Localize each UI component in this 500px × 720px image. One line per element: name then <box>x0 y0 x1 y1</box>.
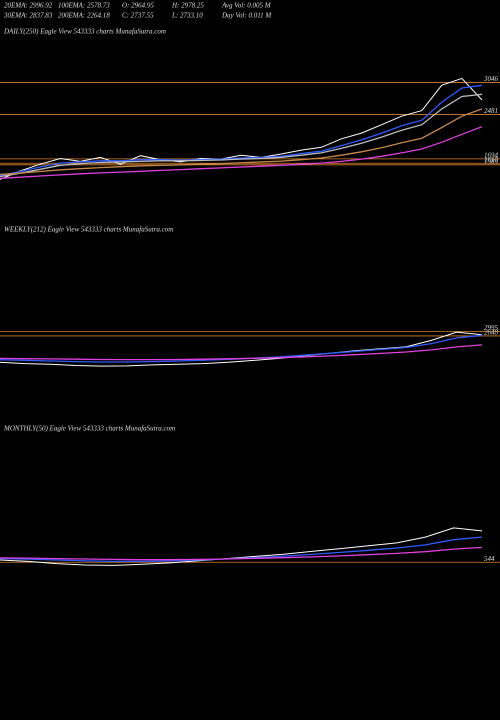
header-stat: 200EMA: 2264.18 <box>58 12 110 20</box>
level-label: 1589 <box>484 157 499 165</box>
header-stat: O: 2964.95 <box>122 2 154 10</box>
header-stat: 20EMA: 2996.92 <box>4 2 53 10</box>
price-line <box>0 84 483 177</box>
panel-title: WEEKLY(212) Eagle View 543333 charts Mun… <box>4 226 173 234</box>
header-stat: C: 2737.55 <box>122 12 154 20</box>
price-line <box>0 93 483 178</box>
level-label: 2648 <box>484 329 499 337</box>
header-stat: Day Vol: 0.011 M <box>221 12 272 20</box>
header-stat: 100EMA: 2578.73 <box>58 2 110 10</box>
price-line <box>0 546 483 561</box>
price-line <box>0 344 483 361</box>
panel-title: MONTHLY(50) Eagle View 543333 charts Mun… <box>3 425 175 433</box>
level-label: 1694 <box>484 151 499 159</box>
price-line <box>0 126 483 179</box>
level-label: 2481 <box>484 107 498 115</box>
header-stat: 30EMA: 2837.83 <box>3 12 53 20</box>
header-stat: H: 2978.25 <box>171 2 204 10</box>
panel-title: DAILY(250) Eagle View 543333 charts Muna… <box>3 28 166 36</box>
header-stat: Avg Vol: 0.005 M <box>221 2 272 10</box>
level-label: 2995 <box>484 324 499 332</box>
level-label: 1617 <box>484 156 499 164</box>
price-line <box>0 108 483 176</box>
level-label: 544 <box>484 555 495 563</box>
header-stat: L: 2733.10 <box>171 12 203 20</box>
price-line <box>0 527 483 566</box>
level-label: 3046 <box>483 75 499 83</box>
